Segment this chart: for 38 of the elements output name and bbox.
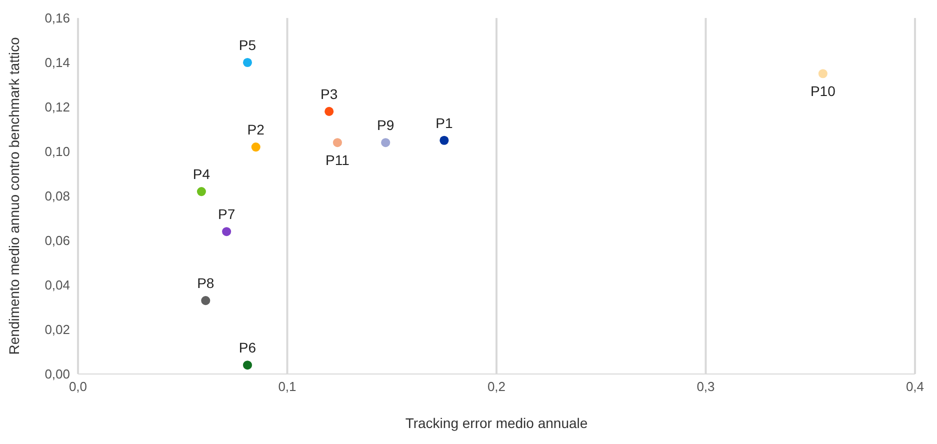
series-label: P1 — [436, 114, 453, 131]
series-label: P7 — [218, 206, 236, 222]
y-tick-label: 0,06 — [44, 233, 70, 248]
series-label: P2 — [247, 122, 265, 138]
point — [440, 136, 449, 145]
point — [324, 106, 334, 116]
point — [201, 296, 210, 306]
y-tick-label: 0,08 — [44, 188, 70, 204]
point — [818, 69, 828, 78]
series-label: P11 — [326, 152, 350, 168]
series-label: P8 — [197, 275, 214, 292]
y-tick-label: 0,14 — [44, 55, 70, 70]
series-label: P9 — [377, 117, 394, 134]
y-axis-title: Rendimento medio annuo contro benchmark tattico — [6, 37, 22, 355]
point — [381, 138, 390, 148]
point — [242, 58, 252, 68]
point — [332, 138, 342, 148]
series-label: P4 — [192, 166, 210, 182]
point — [242, 360, 252, 370]
y-tick-label: 0,10 — [44, 144, 70, 160]
x-tick-label: 0,1 — [278, 379, 296, 394]
point — [196, 187, 206, 196]
x-tick-label: 0,0 — [68, 379, 88, 394]
series-label: P10 — [810, 83, 836, 100]
series-label: P6 — [238, 340, 256, 356]
x-tick-label: 0,3 — [696, 379, 715, 394]
y-tick-label: 0,16 — [44, 10, 70, 26]
series-label: P5 — [238, 36, 256, 53]
y-tick-label: 0,04 — [44, 278, 70, 293]
point — [251, 142, 260, 152]
y-tick-label: 0,12 — [44, 100, 70, 115]
x-tick-label: 0,4 — [906, 379, 924, 394]
y-tick-label: 0,02 — [44, 322, 70, 338]
x-axis-title: Tracking error medio annuale — [405, 415, 588, 431]
y-tick-label: 0,00 — [44, 366, 70, 382]
x-tick-label: 0,2 — [487, 379, 506, 394]
point — [222, 227, 232, 236]
series-label: P3 — [320, 86, 338, 102]
